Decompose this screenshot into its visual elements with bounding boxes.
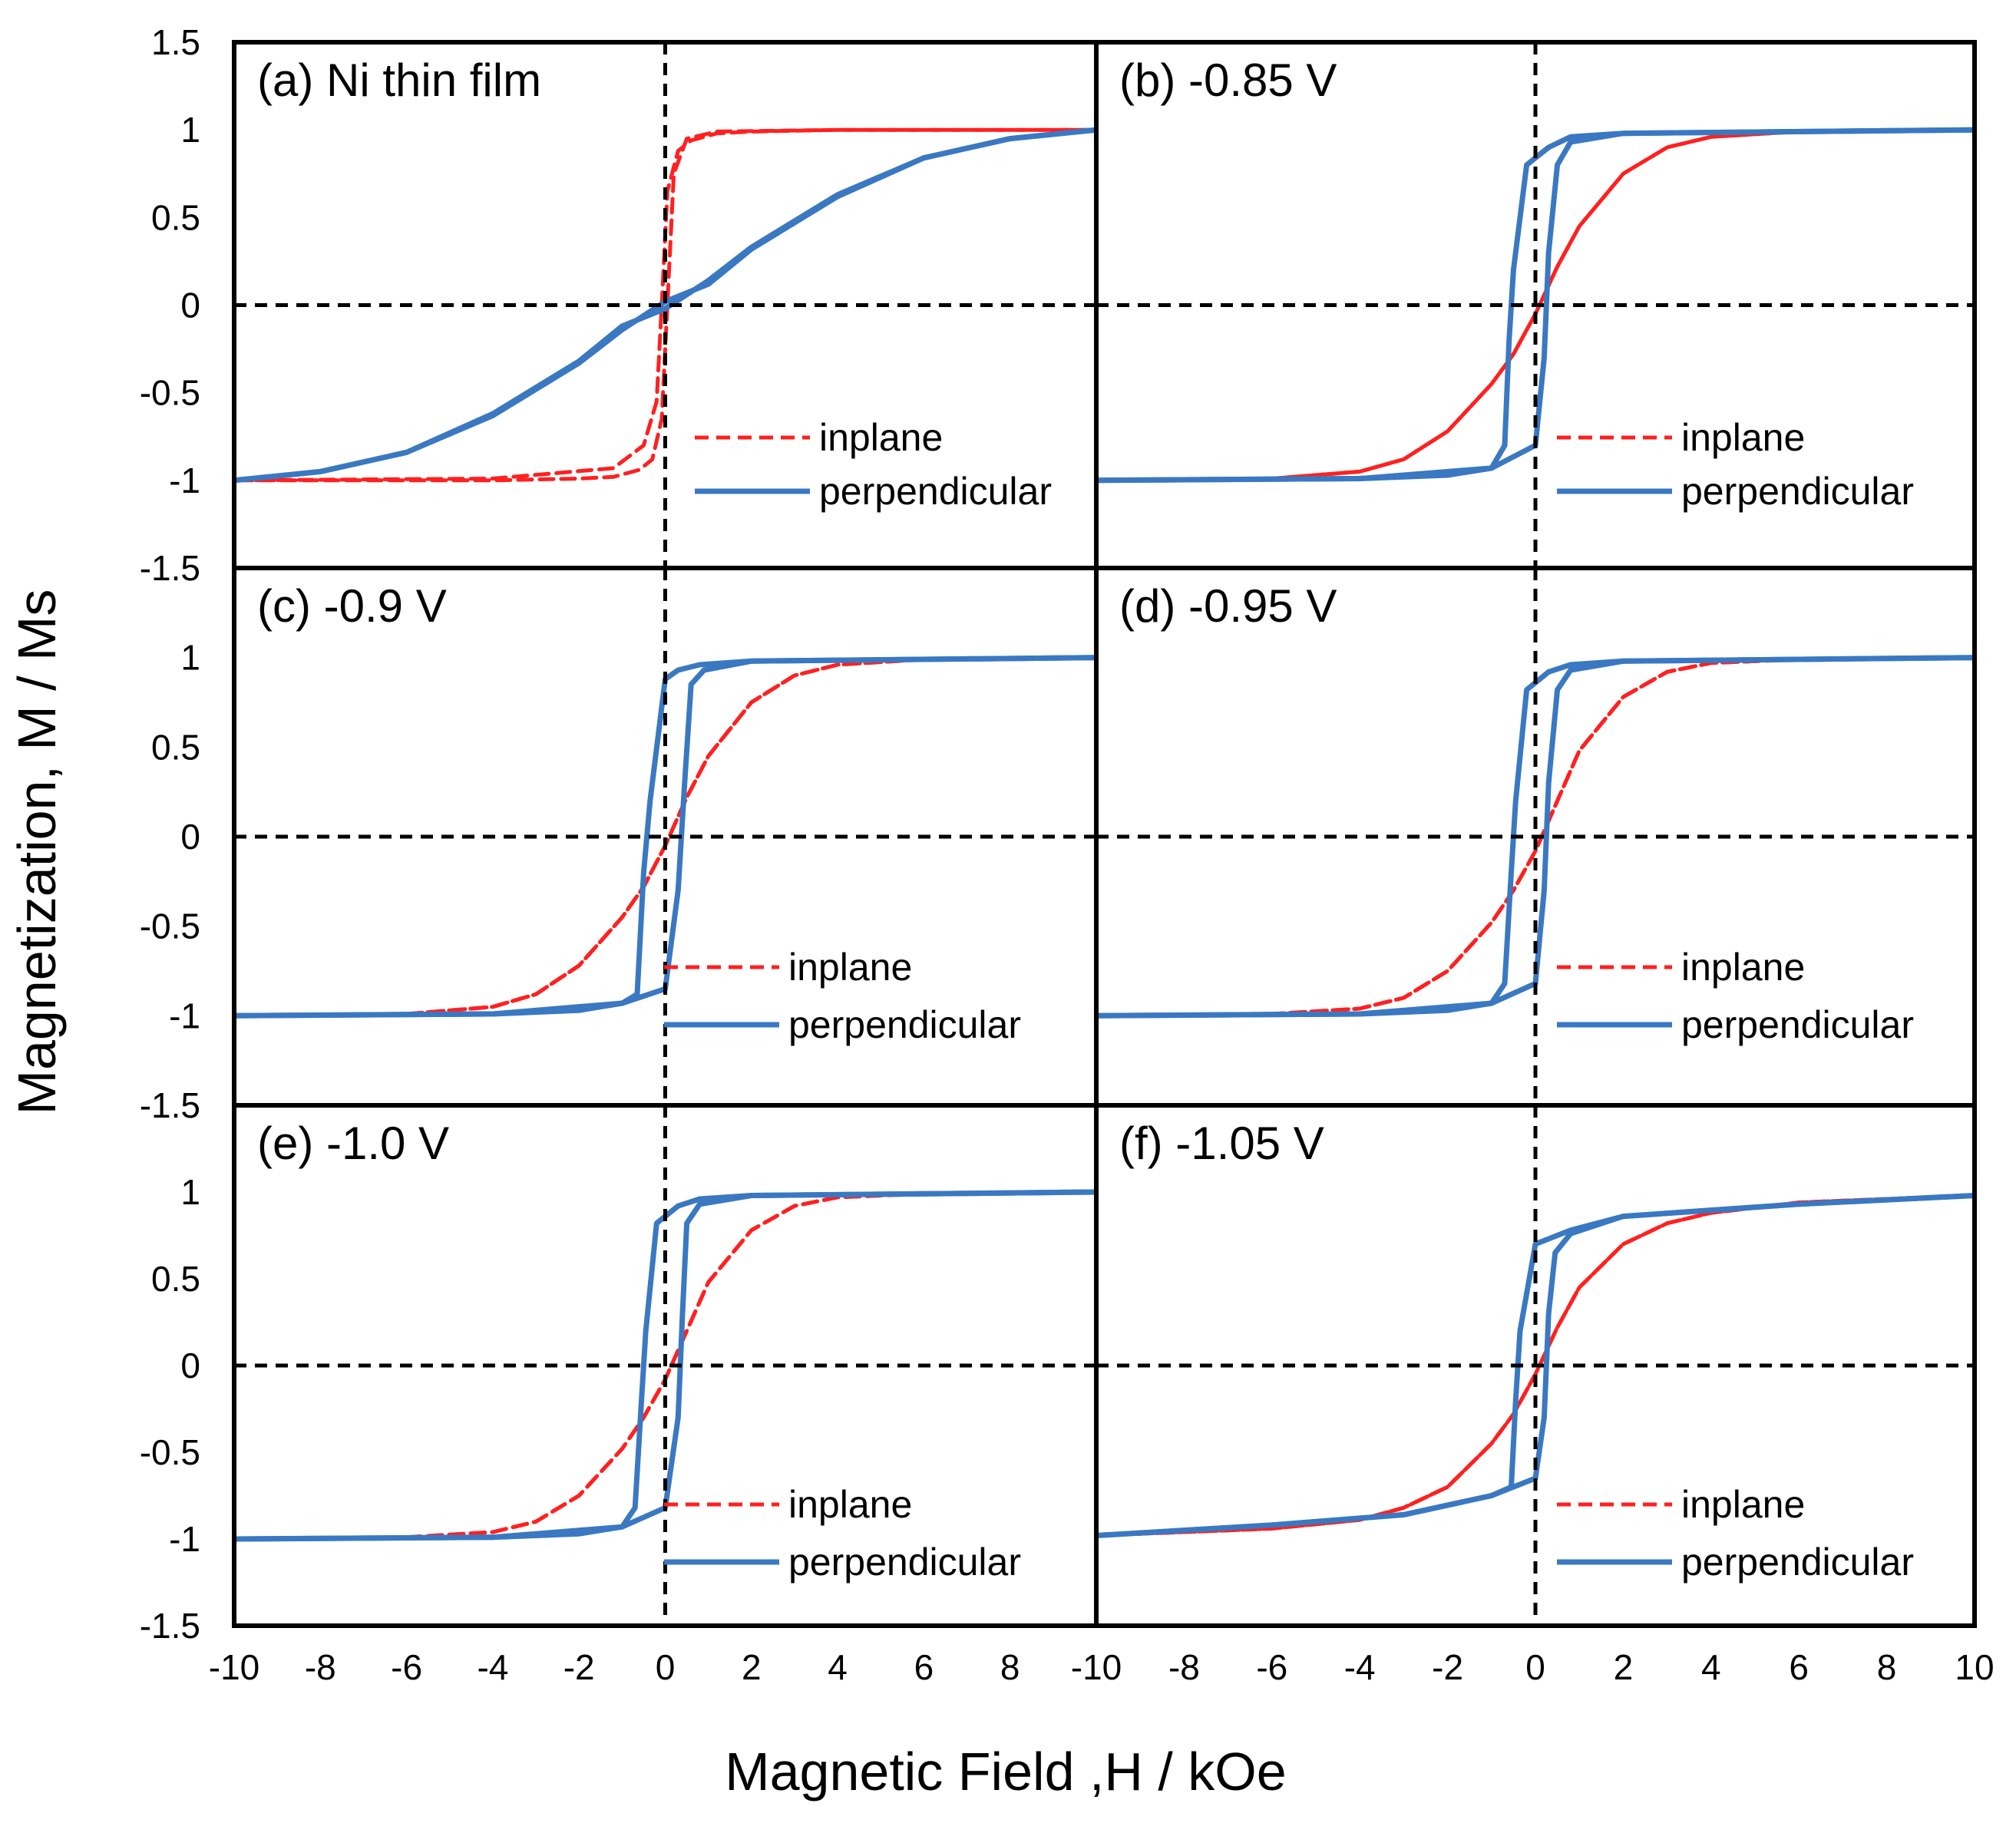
x-tick-label: -6 — [391, 1647, 422, 1687]
x-tick-label: -10 — [1071, 1647, 1122, 1687]
y-tick-label: -1.5 — [140, 1085, 200, 1125]
panel-labels-layer: (a) Ni thin film (b) -0.85 V (c) -0.9 V (d)… — [257, 54, 1337, 1169]
y-axis-title: Magnetization, M / Ms — [7, 590, 67, 1115]
x-tick-label: 2 — [1614, 1647, 1634, 1687]
x-tick-label: 2 — [742, 1647, 762, 1687]
panel-a-legend-perpendicular-label: perpendicular — [819, 470, 1052, 513]
x-tick-label: 8 — [1000, 1647, 1020, 1687]
ticks-layer: 1.5 1 0.5 0 -0.5 -1 -1.5 1 0.5 0 -0.5 -1 -1.5 1 0.5 0 -0… — [140, 22, 1995, 1687]
y-tick-label: -1 — [169, 461, 200, 500]
y-tick-label: 0 — [180, 286, 200, 325]
panel-f-plot — [1096, 1193, 1975, 1538]
x-tick-label: 8 — [1877, 1647, 1897, 1687]
reference-lines-layer — [234, 42, 1975, 1626]
panel-b-legend-perpendicular-label: perpendicular — [1681, 470, 1914, 513]
y-tick-label: 0 — [180, 1346, 200, 1385]
panel-e-label: (e) -1.0 V — [257, 1118, 449, 1169]
panel-a-label: (a) Ni thin film — [257, 54, 541, 106]
y-tick-label: 0.5 — [151, 1259, 200, 1299]
panel-d-inplane-branch-2 — [1096, 656, 1975, 1018]
y-tick-label: 1 — [180, 110, 200, 150]
x-tick-label: 4 — [1701, 1647, 1721, 1687]
panel-a-inplane-branch-2 — [234, 127, 1096, 483]
y-tick-label: -1.5 — [140, 548, 200, 588]
panel-a-perpendicular-branch-2 — [234, 127, 1096, 484]
panel-a-legend-inplane-label: inplane — [819, 416, 943, 459]
x-tick-label: -2 — [1432, 1647, 1463, 1687]
x-tick-label: -8 — [305, 1647, 336, 1687]
y-tick-label: -0.5 — [140, 1432, 200, 1472]
panel-b-label: (b) -0.85 V — [1119, 54, 1337, 106]
panel-f-legend-inplane-label: inplane — [1681, 1483, 1805, 1526]
panel-f-label: (f) -1.05 V — [1119, 1118, 1324, 1169]
panel-f-frame — [1094, 1103, 1977, 1628]
y-tick-label: 1 — [180, 638, 200, 678]
panel-d-legend-inplane-label: inplane — [1681, 946, 1805, 989]
y-tick-label: -0.5 — [140, 907, 200, 946]
curves-layer — [234, 127, 1975, 1542]
y-tick-label: -1.5 — [140, 1606, 200, 1646]
x-tick-label: 6 — [1789, 1647, 1809, 1687]
legends-layer: inplane perpendicular inplane perpendicular… — [664, 416, 1914, 1584]
x-tick-label: 0 — [656, 1647, 676, 1687]
x-tick-label: -2 — [563, 1647, 595, 1687]
panel-c-label: (c) -0.9 V — [257, 580, 447, 632]
panel-c-perpendicular-branch-2 — [234, 655, 1096, 1019]
panel-c-legend-inplane-label: inplane — [788, 946, 912, 989]
x-tick-label: 0 — [1525, 1647, 1545, 1687]
x-tick-label: -10 — [209, 1647, 259, 1687]
x-tick-label: -8 — [1168, 1647, 1200, 1687]
panel-d-perpendicular-branch-2 — [1096, 655, 1975, 1019]
x-tick-label: -4 — [477, 1647, 508, 1687]
panel-d-label: (d) -0.95 V — [1119, 580, 1337, 632]
panel-d-legend-perpendicular-label: perpendicular — [1681, 1003, 1914, 1046]
y-tick-label: 0.5 — [151, 727, 200, 767]
panel-e-legend-perpendicular-label: perpendicular — [788, 1541, 1021, 1584]
x-tick-label: 10 — [1955, 1647, 1994, 1687]
y-tick-label: -0.5 — [140, 373, 200, 413]
y-tick-label: 1 — [180, 1172, 200, 1212]
x-axis-title: Magnetic Field ,H / kOe — [725, 1742, 1286, 1802]
x-tick-label: -4 — [1344, 1647, 1376, 1687]
y-tick-label: -1 — [169, 996, 200, 1035]
y-tick-label: -1 — [169, 1519, 200, 1559]
panel-e-legend-inplane-label: inplane — [788, 1483, 912, 1526]
panel-b-perpendicular-branch-2 — [1096, 127, 1975, 484]
panel-d-plot — [1096, 655, 1975, 1019]
x-tick-label: 4 — [828, 1647, 848, 1687]
y-tick-label: 0.5 — [151, 197, 200, 237]
panel-f-legend-perpendicular-label: perpendicular — [1681, 1541, 1914, 1584]
x-tick-label: -6 — [1256, 1647, 1287, 1687]
x-tick-label: 6 — [914, 1647, 934, 1687]
panel-e-perpendicular-branch-2 — [234, 1189, 1096, 1542]
y-tick-label: 0 — [180, 817, 200, 857]
panel-b-legend-inplane-label: inplane — [1681, 416, 1805, 459]
panel-c-legend-perpendicular-label: perpendicular — [788, 1003, 1021, 1046]
frames-layer — [232, 40, 1977, 1628]
y-tick-label: 1.5 — [151, 22, 200, 62]
